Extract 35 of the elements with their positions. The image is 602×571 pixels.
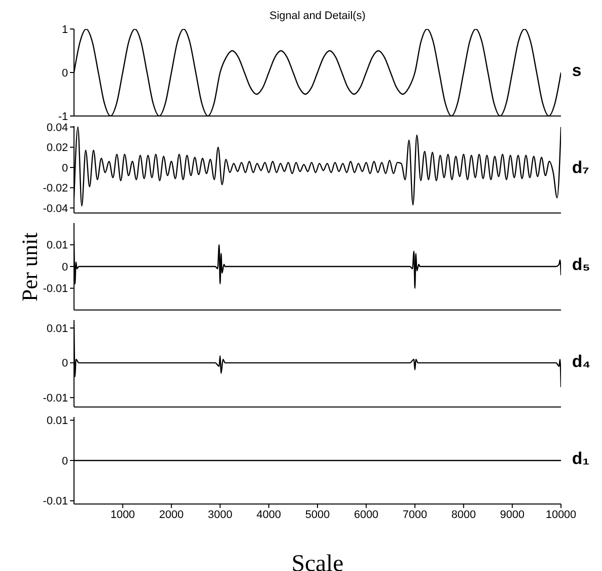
series-label: d₁ (572, 448, 590, 468)
x-tick-label: 9000 (500, 508, 525, 521)
y-tick-label: 0.01 (46, 240, 68, 252)
y-tick-label: 1 (62, 24, 68, 36)
y-axis-title: Per unit (17, 232, 43, 302)
chart-title: Signal and Detail(s) (268, 10, 366, 22)
y-tick-label: -0.01 (42, 283, 68, 296)
y-tick-label: 0 (62, 261, 68, 274)
y-tick-label: 0 (62, 455, 68, 468)
y-tick-label: 0.02 (46, 142, 68, 154)
y-tick-label: 0.01 (46, 322, 68, 335)
series-label: d₄ (572, 352, 590, 372)
series-label: d₇ (572, 158, 590, 178)
x-tick-label: 6000 (354, 508, 378, 521)
y-tick-label: -0.02 (42, 182, 68, 195)
x-axis-title: Scale (290, 551, 344, 571)
x-tick-label: 1000 (110, 508, 135, 521)
x-tick-label: 5000 (305, 508, 330, 521)
y-tick-label: -0.01 (42, 392, 68, 405)
y-tick-label: -0.01 (42, 496, 68, 508)
y-tick-label: 0 (62, 162, 68, 174)
x-tick-label: 8000 (451, 508, 476, 521)
x-tick-label: 7000 (402, 508, 428, 521)
series-label: d₅ (572, 254, 590, 274)
y-tick-label: 0 (62, 67, 68, 80)
y-tick-label: 0.01 (46, 415, 68, 428)
x-tick-label: 4000 (256, 508, 282, 521)
x-tick-label: 2000 (159, 508, 184, 521)
x-tick-label: 10000 (546, 508, 576, 521)
y-tick-label: 0.04 (46, 122, 68, 134)
y-tick-label: -1 (58, 110, 68, 123)
x-tick-label: 3000 (208, 508, 232, 521)
series-label: s (572, 60, 582, 80)
y-tick-label: -0.04 (42, 202, 68, 215)
y-tick-label: 0 (62, 358, 68, 370)
